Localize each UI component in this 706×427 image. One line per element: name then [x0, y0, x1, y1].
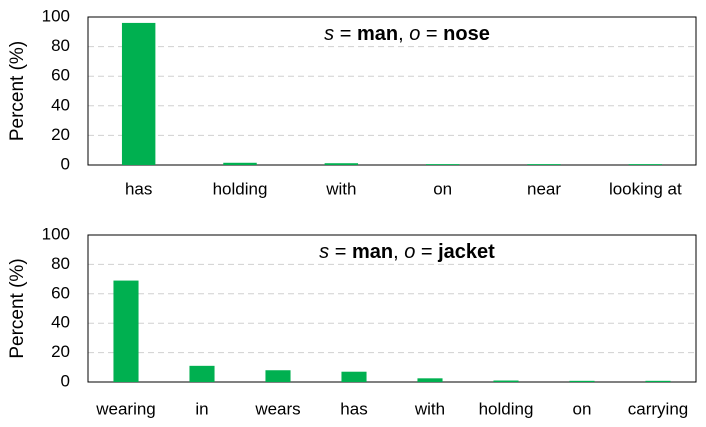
y-tick-label: 20 — [51, 342, 70, 361]
bar — [645, 380, 671, 382]
title-part: = — [334, 23, 357, 45]
y-tick-label: 0 — [61, 371, 70, 390]
x-tick-label: carrying — [628, 399, 688, 418]
title-part: s — [319, 241, 329, 263]
bar — [628, 164, 663, 165]
chart-title: s = man, o = nose — [324, 23, 490, 45]
y-tick-label: 100 — [42, 6, 70, 25]
y-tick-label: 40 — [51, 313, 70, 332]
x-tick-label: looking at — [609, 179, 682, 198]
x-tick-label: with — [414, 399, 445, 418]
x-tick-label: has — [125, 179, 152, 198]
y-tick-label: 20 — [51, 125, 70, 144]
title-part: o — [409, 23, 420, 45]
x-tick-label: wearing — [95, 399, 156, 418]
title-part: = — [420, 23, 443, 45]
title-part: man — [357, 23, 398, 45]
plot-frame — [87, 16, 697, 166]
x-tick-label: in — [195, 399, 208, 418]
x-tick-label: wears — [254, 399, 300, 418]
y-tick-label: 40 — [51, 95, 70, 114]
bar — [417, 378, 443, 382]
title-part: = — [415, 241, 438, 263]
x-tick-label: on — [573, 399, 592, 418]
bar — [223, 162, 257, 165]
bar — [113, 280, 139, 382]
title-part: nose — [443, 23, 490, 45]
bar — [189, 365, 215, 382]
bar — [324, 163, 359, 165]
y-tick-label: 60 — [51, 66, 70, 85]
x-tick-label: holding — [213, 179, 268, 198]
y-tick-label: 80 — [51, 36, 70, 55]
chart-title: s = man, o = jacket — [319, 241, 495, 263]
bar — [527, 164, 561, 165]
title-part: , — [398, 23, 409, 45]
bar — [569, 380, 595, 382]
y-tick-label: 0 — [61, 154, 70, 173]
bar — [121, 22, 156, 166]
title-part: man — [352, 241, 393, 263]
x-tick-label: on — [433, 179, 452, 198]
title-part: s — [324, 23, 334, 45]
bar — [265, 370, 291, 382]
x-tick-label: holding — [479, 399, 534, 418]
x-tick-label: has — [340, 399, 367, 418]
y-axis-label: Percent (%) — [7, 258, 28, 358]
y-tick-label: 80 — [51, 254, 70, 273]
bar — [493, 380, 519, 382]
bar — [341, 371, 367, 382]
x-tick-label: with — [325, 179, 356, 198]
x-tick-label: near — [527, 179, 561, 198]
title-part: jacket — [437, 241, 495, 263]
title-part: , — [393, 241, 404, 263]
title-part: = — [329, 241, 352, 263]
y-tick-label: 100 — [42, 224, 70, 243]
bar — [425, 164, 460, 165]
title-part: o — [404, 241, 415, 263]
y-axis-label: Percent (%) — [7, 41, 28, 141]
plot-frame — [87, 234, 697, 383]
y-tick-label: 60 — [51, 283, 70, 302]
